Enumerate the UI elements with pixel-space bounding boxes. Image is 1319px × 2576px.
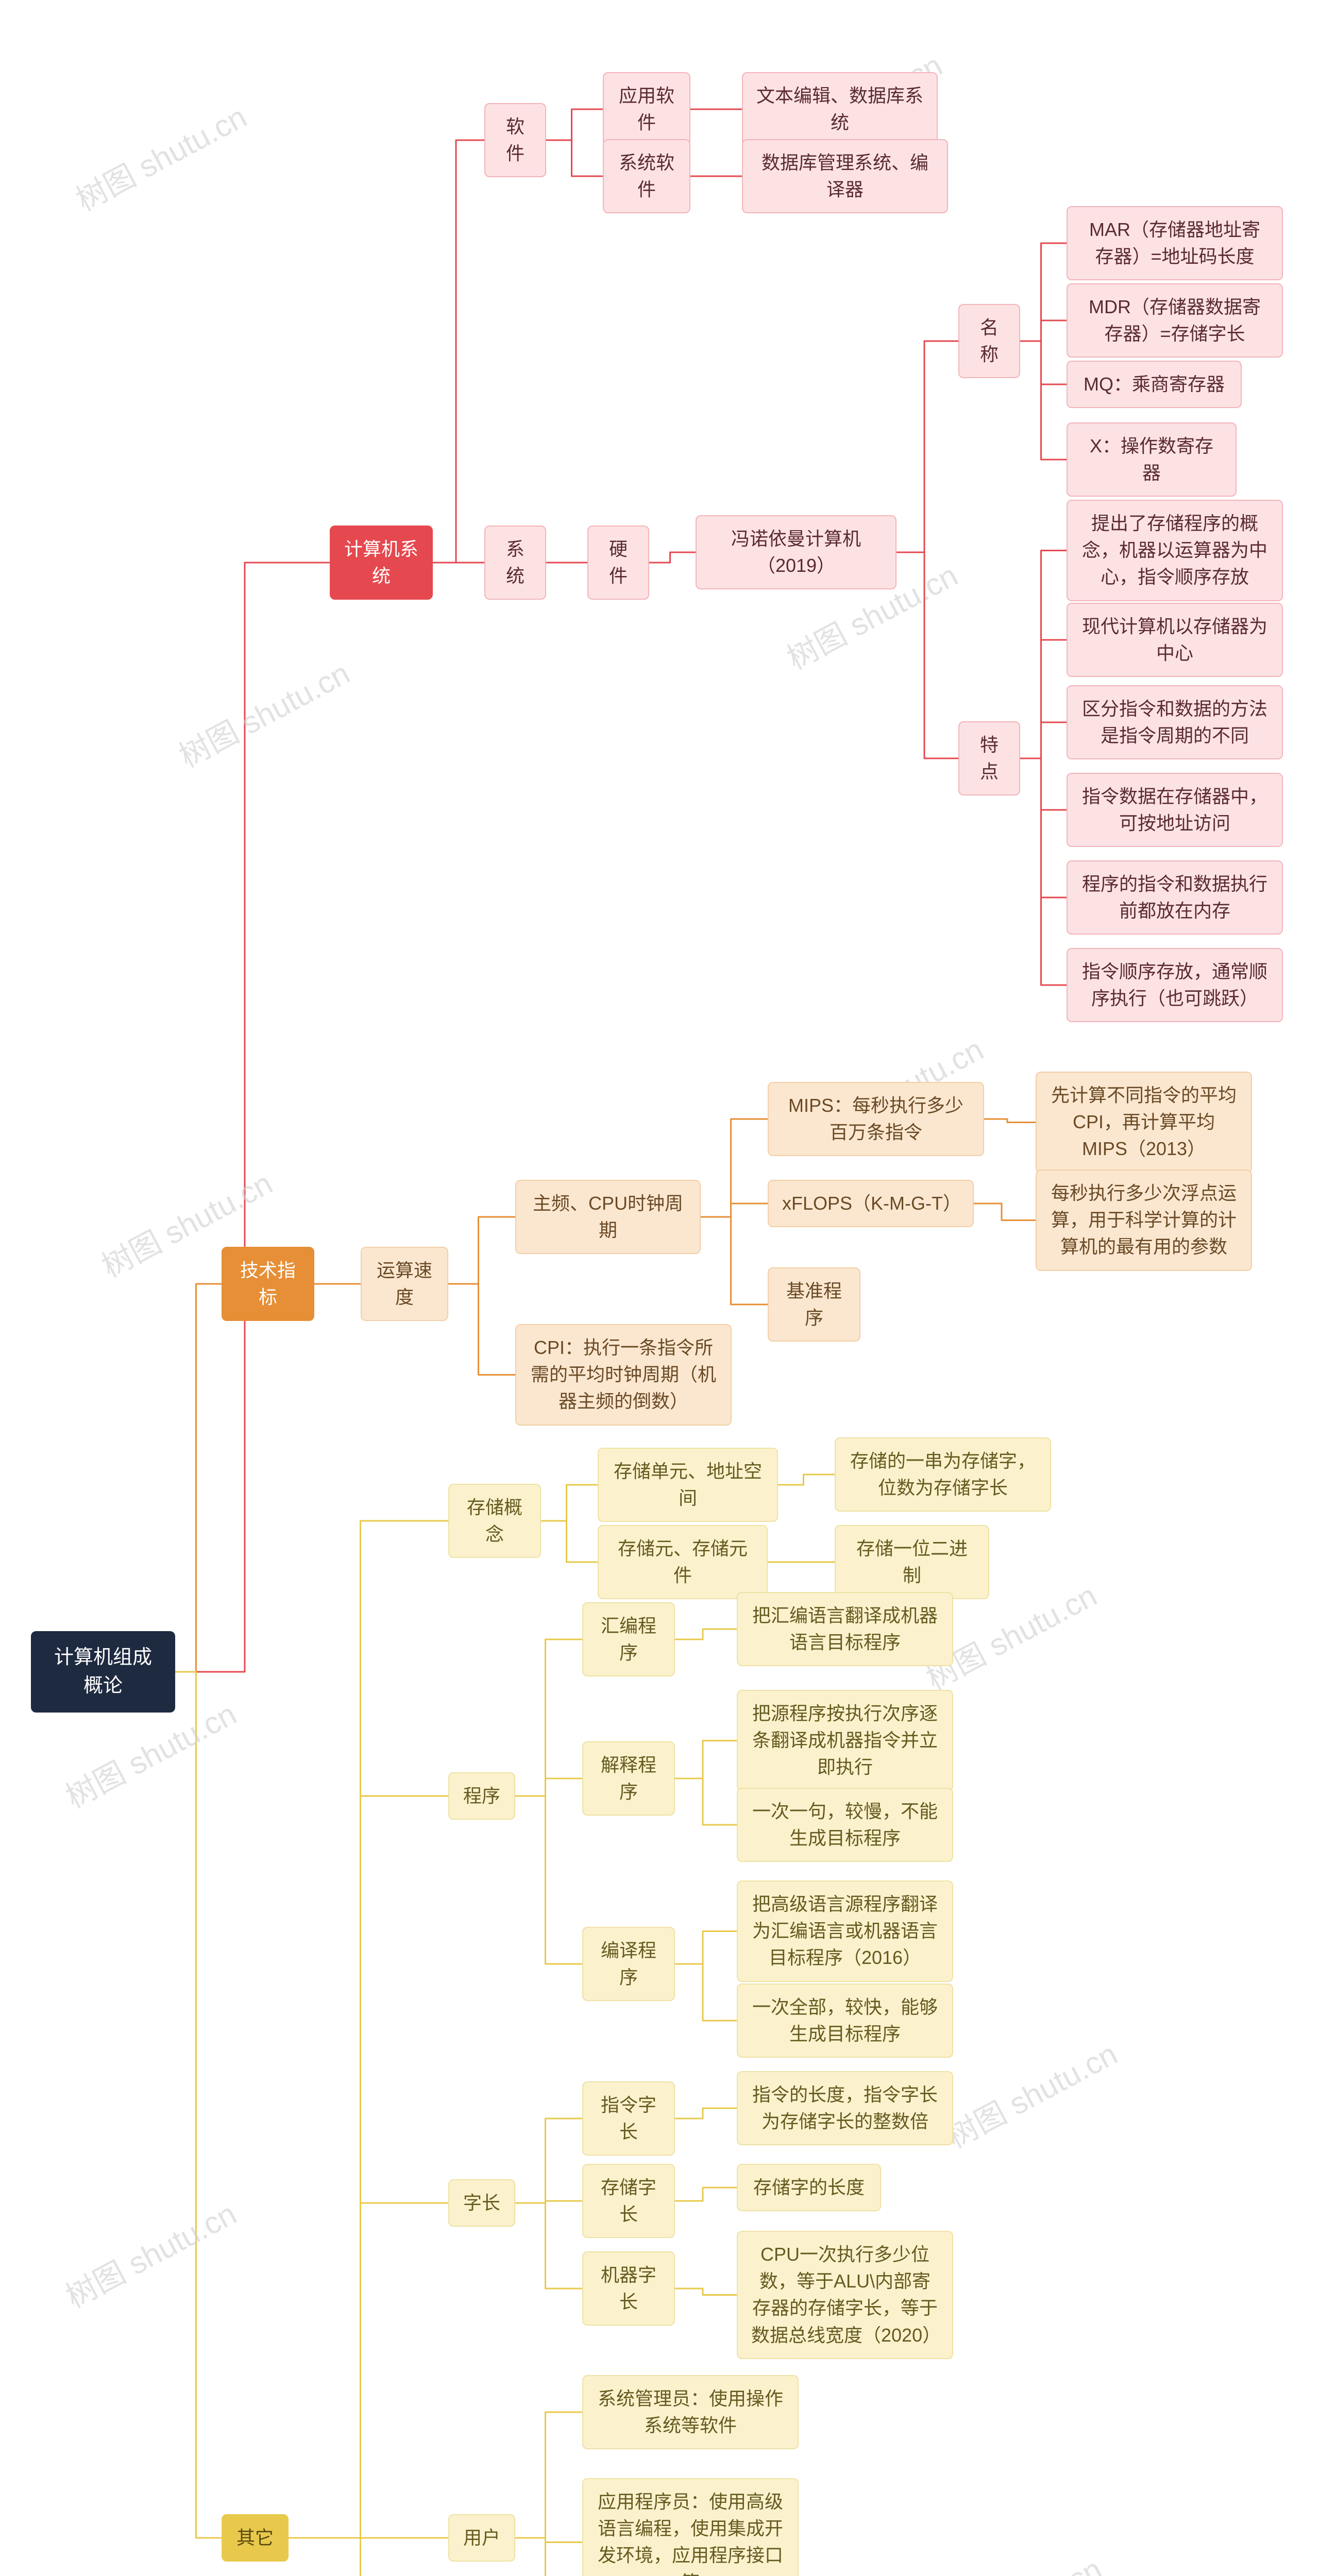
mindmap-node[interactable]: 其它 bbox=[222, 2514, 289, 2562]
mindmap-node[interactable]: 系统软件 bbox=[603, 139, 690, 213]
mindmap-node[interactable]: MAR（存储器地址寄存器）=地址码长度 bbox=[1067, 206, 1283, 280]
mindmap-node[interactable]: 软件 bbox=[484, 103, 546, 177]
mindmap-node[interactable]: 应用程序员：使用高级语言编程，使用集成开发环境，应用程序接口等 bbox=[582, 2478, 799, 2576]
mindmap-node[interactable]: 冯诺依曼计算机（2019） bbox=[696, 515, 897, 589]
mindmap-canvas: 树图 shutu.cn 树图 shutu.cn 树图 shutu.cn 树图 shut… bbox=[0, 0, 1319, 2576]
mindmap-node[interactable]: 技术指标 bbox=[222, 1247, 314, 1321]
watermark: 树图 shutu.cn bbox=[922, 2545, 1109, 2576]
mindmap-node[interactable]: xFLOPS（K-M-G-T） bbox=[768, 1180, 974, 1227]
mindmap-node[interactable]: 计算机系统 bbox=[330, 526, 433, 600]
mindmap-node[interactable]: 一次全部，较快，能够生成目标程序 bbox=[737, 1984, 953, 2058]
mindmap-node[interactable]: 特点 bbox=[958, 721, 1020, 795]
mindmap-node[interactable]: 硬件 bbox=[587, 526, 649, 600]
mindmap-node[interactable]: 存储字的长度 bbox=[737, 2164, 881, 2211]
mindmap-node[interactable]: CPU一次执行多少位数，等于ALU\内部寄存器的存储字长，等于数据总线宽度（20… bbox=[737, 2231, 953, 2359]
mindmap-node[interactable]: 数据库管理系统、编译器 bbox=[742, 139, 948, 213]
mindmap-node[interactable]: 主频、CPU时钟周期 bbox=[515, 1180, 701, 1254]
watermark: 树图 shutu.cn bbox=[67, 92, 253, 219]
mindmap-node[interactable]: MIPS：每秒执行多少百万条指令 bbox=[768, 1082, 984, 1156]
mindmap-node[interactable]: MQ：乘商寄存器 bbox=[1067, 361, 1242, 408]
mindmap-node[interactable]: 存储一位二进制 bbox=[835, 1525, 989, 1599]
mindmap-node[interactable]: 先计算不同指令的平均CPI，再计算平均MIPS（2013） bbox=[1036, 1072, 1252, 1173]
mindmap-node[interactable]: 提出了存储程序的概念，机器以运算器为中心，指令顺序存放 bbox=[1067, 500, 1283, 601]
mindmap-node[interactable]: 文本编辑、数据库系统 bbox=[742, 72, 938, 146]
mindmap-node[interactable]: 计算机组成概论 bbox=[31, 1631, 175, 1713]
mindmap-node[interactable]: 指令数据在存储器中，可按地址访问 bbox=[1067, 773, 1283, 847]
mindmap-node[interactable]: 解释程序 bbox=[582, 1741, 675, 1816]
mindmap-node[interactable]: 名称 bbox=[958, 304, 1020, 378]
mindmap-node[interactable]: 汇编程序 bbox=[582, 1602, 675, 1676]
mindmap-node[interactable]: 编译程序 bbox=[582, 1927, 675, 2001]
mindmap-node[interactable]: 把源程序按执行次序逐条翻译成机器指令并立即执行 bbox=[737, 1690, 953, 1791]
mindmap-node[interactable]: 存储概念 bbox=[448, 1484, 541, 1558]
mindmap-node[interactable]: X：操作数寄存器 bbox=[1067, 422, 1237, 497]
mindmap-node[interactable]: 现代计算机以存储器为中心 bbox=[1067, 603, 1283, 677]
mindmap-node[interactable]: 程序 bbox=[448, 1772, 515, 1820]
mindmap-node[interactable]: 存储元、存储元件 bbox=[598, 1525, 768, 1599]
mindmap-node[interactable]: 指令顺序存放，通常顺序执行（也可跳跃） bbox=[1067, 948, 1283, 1022]
mindmap-node[interactable]: 字长 bbox=[448, 2179, 515, 2227]
mindmap-node[interactable]: 把高级语言源程序翻译为汇编语言或机器语言目标程序（2016） bbox=[737, 1880, 953, 1982]
mindmap-node[interactable]: MDR（存储器数据寄存器）=存储字长 bbox=[1067, 283, 1283, 358]
mindmap-node[interactable]: 一次一句，较慢，不能生成目标程序 bbox=[737, 1788, 953, 1862]
mindmap-node[interactable]: 系统管理员：使用操作系统等软件 bbox=[582, 2375, 799, 2449]
mindmap-node[interactable]: 存储的一串为存储字，位数为存储字长 bbox=[835, 1437, 1051, 1512]
mindmap-node[interactable]: 把汇编语言翻译成机器语言目标程序 bbox=[737, 1592, 953, 1666]
mindmap-node[interactable]: 每秒执行多少次浮点运算，用于科学计算的计算机的最有用的参数 bbox=[1036, 1170, 1252, 1271]
mindmap-node[interactable]: 指令字长 bbox=[582, 2081, 675, 2156]
mindmap-node[interactable]: 用户 bbox=[448, 2514, 515, 2562]
mindmap-node[interactable]: CPI：执行一条指令所需的平均时钟周期（机器主频的倒数） bbox=[515, 1324, 732, 1426]
mindmap-node[interactable]: 存储单元、地址空间 bbox=[598, 1448, 778, 1522]
mindmap-node[interactable]: 基准程序 bbox=[768, 1267, 860, 1342]
mindmap-node[interactable]: 运算速度 bbox=[361, 1247, 448, 1321]
watermark: 树图 shutu.cn bbox=[170, 649, 357, 776]
watermark: 树图 shutu.cn bbox=[57, 2189, 243, 2316]
mindmap-node[interactable]: 程序的指令和数据执行前都放在内存 bbox=[1067, 860, 1283, 935]
watermark: 树图 shutu.cn bbox=[938, 2029, 1124, 2157]
mindmap-node[interactable]: 区分指令和数据的方法是指令周期的不同 bbox=[1067, 685, 1283, 759]
mindmap-node[interactable]: 应用软件 bbox=[603, 72, 690, 146]
mindmap-node[interactable]: 系统 bbox=[484, 526, 546, 600]
mindmap-node[interactable]: 指令的长度，指令字长为存储字长的整数倍 bbox=[737, 2071, 953, 2145]
mindmap-node[interactable]: 机器字长 bbox=[582, 2251, 675, 2326]
mindmap-node[interactable]: 存储字长 bbox=[582, 2164, 675, 2238]
